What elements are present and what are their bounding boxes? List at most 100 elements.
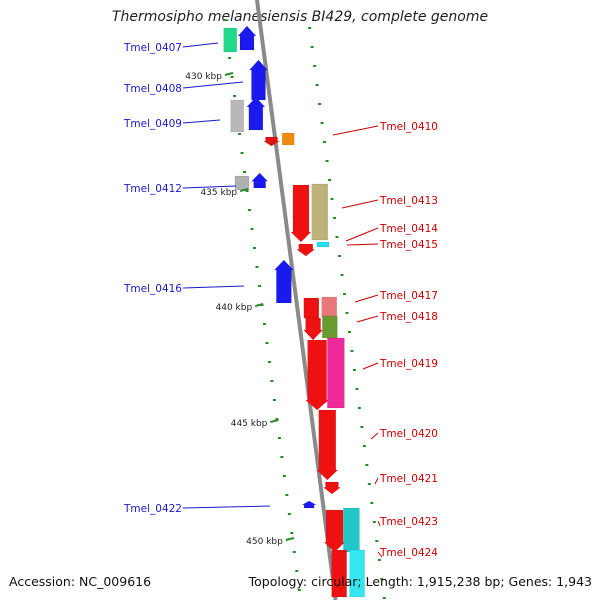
topology-text: Topology: circular; Length: 1,915,238 bp… <box>248 574 592 589</box>
gene-leader-line <box>346 243 379 246</box>
genome-title: Thermosipho melanesiensis BI429, complet… <box>111 9 489 25</box>
track-tick <box>292 551 296 553</box>
track-tick <box>360 426 364 428</box>
feature-block-tmel-0424 <box>349 549 365 598</box>
feature-arrow-tmel-0424 <box>331 549 347 598</box>
gene-label: Tmel_0408 <box>123 83 182 95</box>
track-tick <box>275 418 279 420</box>
gene-leader-line <box>356 315 379 323</box>
feature-block-tmel-0410 <box>281 132 295 146</box>
gene-leader-line <box>182 285 245 289</box>
scale-label: 440 kbp <box>216 303 253 313</box>
track-tick <box>230 76 234 78</box>
feature-arrow-tmel-0420 <box>316 409 339 481</box>
track-tick <box>355 388 359 390</box>
gene-leader-line <box>332 125 379 136</box>
track-tick <box>330 198 334 200</box>
gene-leader-line <box>374 477 379 485</box>
gene-leader-line <box>182 119 221 124</box>
gene-label: Tmel_0416 <box>123 283 182 295</box>
track-tick <box>290 532 294 534</box>
track-tick <box>345 312 349 314</box>
feature-block-tmel-0419 <box>327 337 345 409</box>
track-tick <box>243 171 247 173</box>
track-tick <box>347 331 351 333</box>
track-tick <box>370 502 374 504</box>
gene-label: Tmel_0409 <box>123 118 182 130</box>
scale-tick <box>285 537 295 541</box>
accession-text: Accession: NC_009616 <box>9 574 152 589</box>
gene-leader-line <box>182 505 271 509</box>
feature-block-tmel-0409 <box>230 99 244 133</box>
scale-label: 445 kbp <box>231 419 268 429</box>
track-tick <box>287 513 291 515</box>
track-tick <box>255 266 259 268</box>
track-tick <box>262 323 266 325</box>
feature-arrow-tmel-0421 <box>322 481 342 495</box>
gene-label: Tmel_0418 <box>379 311 438 323</box>
feature-arrow-tmel-0410 <box>262 136 281 147</box>
gene-label: Tmel_0420 <box>379 428 438 440</box>
gene-leader-line <box>345 227 379 242</box>
track-tick <box>377 559 381 561</box>
gene-leader-line <box>182 185 237 189</box>
feature-arrow-tmel-0417 <box>303 297 320 319</box>
track-tick <box>252 247 256 249</box>
scale-label: 435 kbp <box>200 188 237 198</box>
gene-leader-line <box>362 362 379 370</box>
gene-label: Tmel_0422 <box>123 503 182 515</box>
gene-label: Tmel_0423 <box>379 516 438 528</box>
track-tick <box>238 133 242 135</box>
feature-arrow-tmel-0423 <box>323 509 346 553</box>
gene-leader-line <box>377 551 383 558</box>
feature-block-tmel-0407 <box>223 27 237 53</box>
feature-block-tmel-0413 <box>311 183 329 241</box>
track-tick <box>310 46 314 48</box>
track-tick <box>308 27 312 29</box>
feature-block-tmel-0418 <box>322 315 338 339</box>
track-tick <box>352 369 356 371</box>
genome-backbone <box>255 0 338 600</box>
gene-label: Tmel_0415 <box>379 239 438 251</box>
track-tick <box>320 122 324 124</box>
gene-label: Tmel_0419 <box>379 358 438 370</box>
gene-leader-line <box>341 199 379 209</box>
gene-label: Tmel_0413 <box>379 195 438 207</box>
track-tick <box>265 342 269 344</box>
track-tick <box>357 407 361 409</box>
gene-leader-line <box>354 294 379 303</box>
feature-arrow-tmel-0413 <box>290 184 312 243</box>
track-tick <box>270 380 274 382</box>
scale-label: 450 kbp <box>246 537 283 547</box>
track-tick <box>272 399 276 401</box>
track-tick <box>315 84 319 86</box>
feature-arrow-tmel-0416 <box>273 259 294 304</box>
track-tick <box>372 521 376 523</box>
track-tick <box>228 57 232 59</box>
track-tick <box>350 350 354 352</box>
track-tick <box>323 141 327 143</box>
gene-label: Tmel_0417 <box>379 290 438 302</box>
track-tick <box>328 179 332 181</box>
track-tick <box>257 285 261 287</box>
gene-leader-line <box>182 42 219 48</box>
feature-arrow-tmel-0418 <box>303 317 324 341</box>
scale-tick <box>224 72 234 76</box>
track-tick <box>365 464 369 466</box>
track-tick <box>295 570 299 572</box>
track-tick <box>325 160 329 162</box>
track-tick <box>233 95 237 97</box>
track-tick <box>337 255 341 257</box>
track-tick <box>367 483 371 485</box>
track-tick <box>277 437 281 439</box>
feature-block-tmel-0412 <box>234 175 250 191</box>
feature-block-tmel-0423 <box>343 507 360 553</box>
track-tick <box>245 190 249 192</box>
scale-tick <box>254 303 264 307</box>
scale-tick <box>270 419 279 423</box>
scale-label: 430 kbp <box>185 72 222 82</box>
track-tick <box>335 236 339 238</box>
track-tick <box>240 152 244 154</box>
track-tick <box>297 589 301 591</box>
